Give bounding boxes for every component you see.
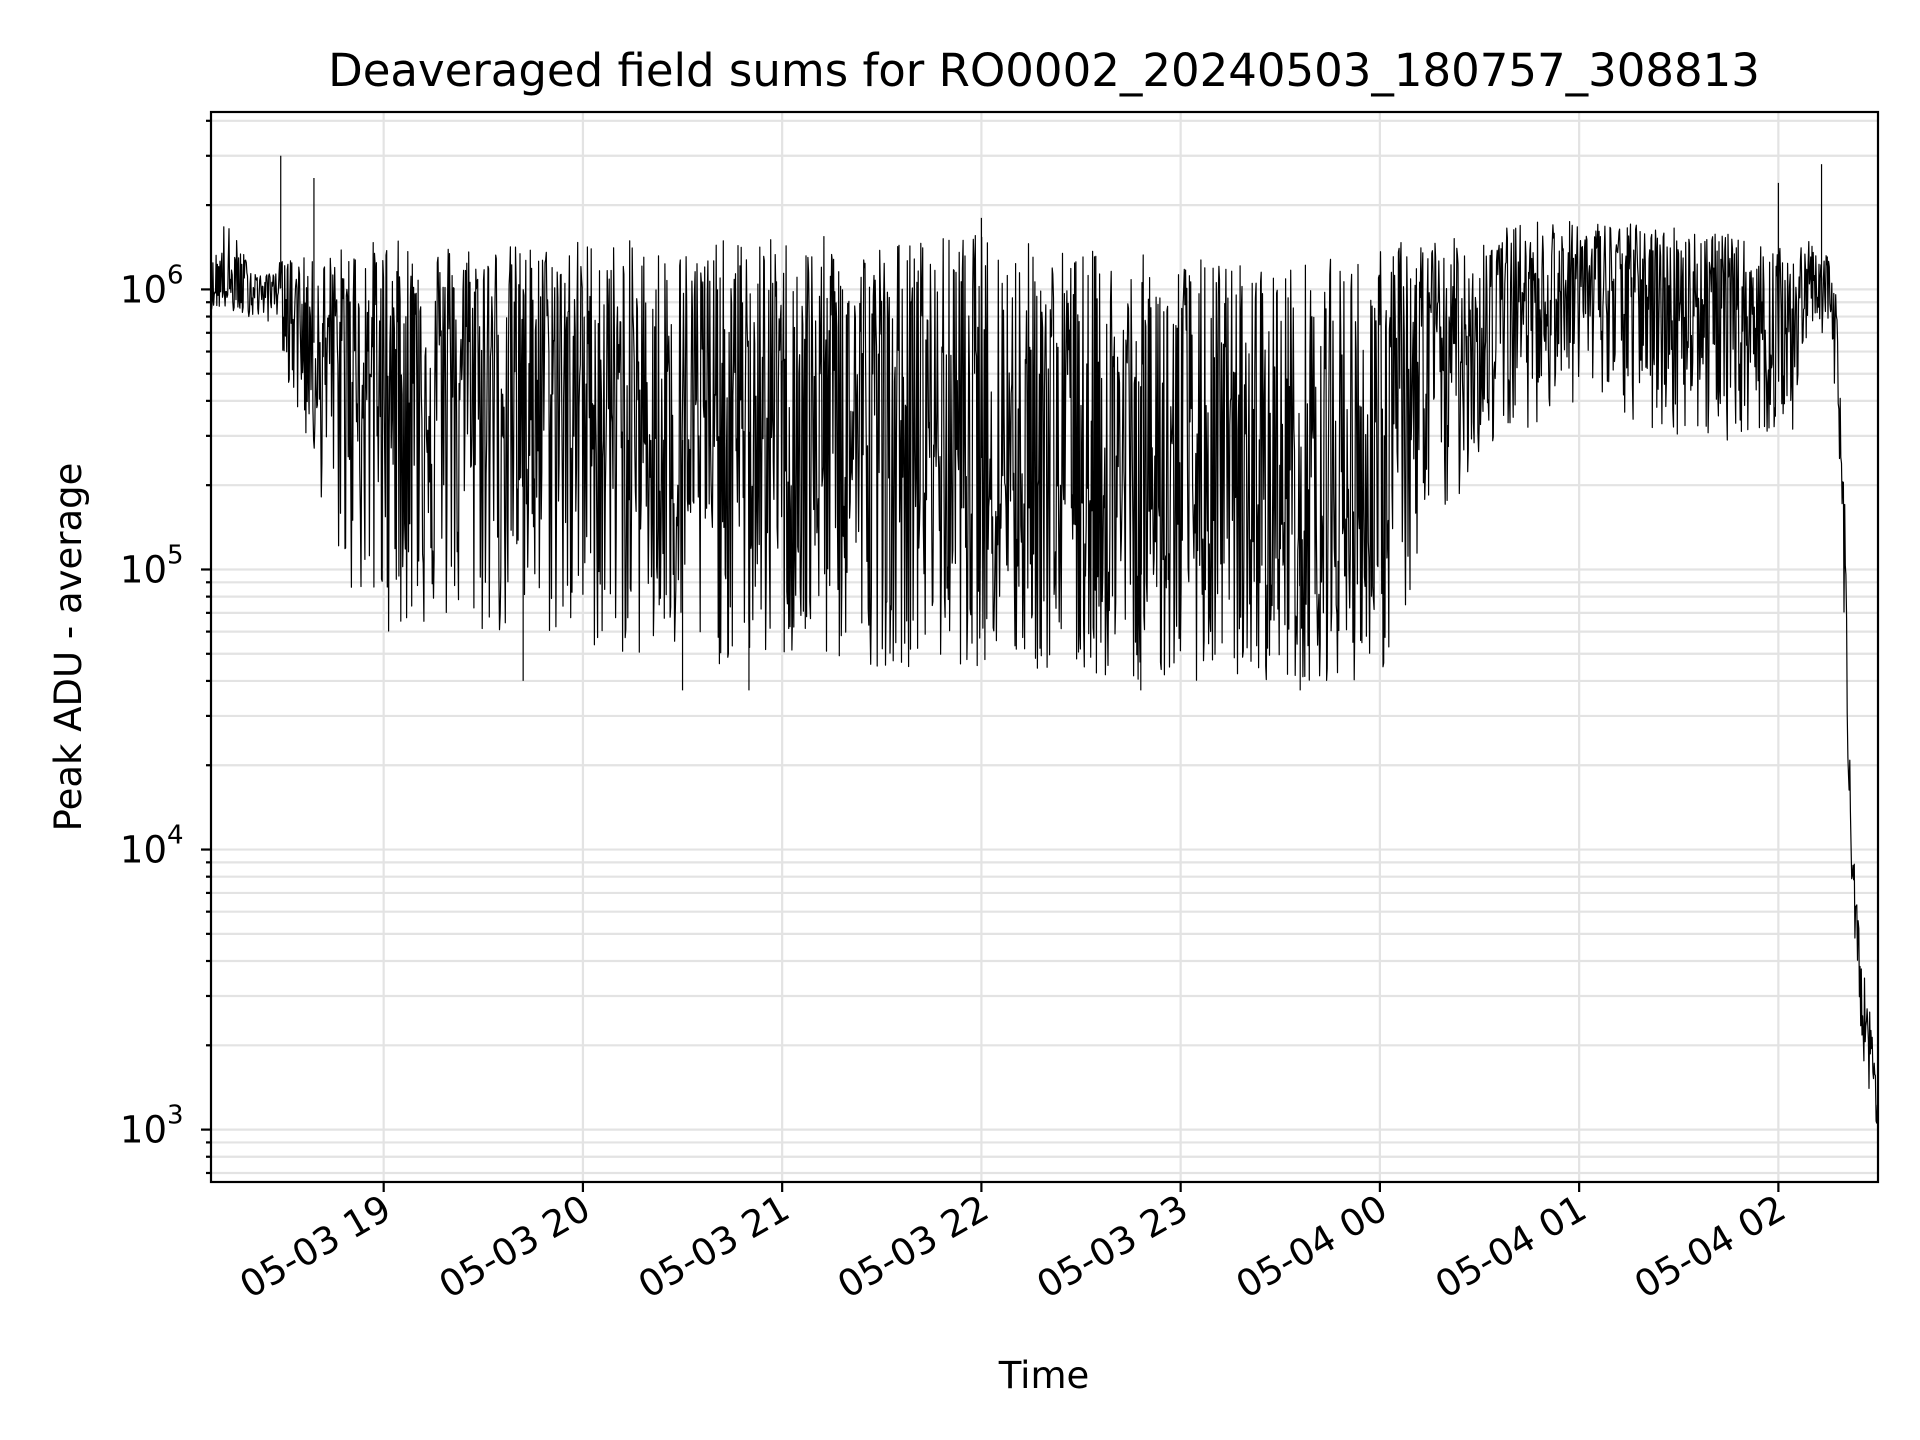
y-tick-label: 10 (120, 268, 167, 311)
plot-area (211, 155, 1878, 1126)
y-tick-base: 10 (120, 829, 167, 872)
y-tick-label: 10 (120, 1109, 167, 1152)
y-axis-label: Peak ADU - average (47, 463, 90, 832)
y-tick-base: 10 (120, 268, 167, 311)
y-tick-exponent: 4 (167, 821, 184, 851)
y-tick-base: 10 (120, 548, 167, 591)
y-tick-label: 10 (120, 548, 167, 591)
y-tick-label: 10 (120, 829, 167, 872)
y-tick-base: 10 (120, 1109, 167, 1152)
chart-title: Deaveraged field sums for RO0002_2024050… (328, 44, 1760, 97)
series-line (211, 221, 1878, 1126)
y-tick-exponent: 5 (167, 540, 184, 570)
y-tick-exponent: 3 (167, 1101, 184, 1131)
x-axis-label: Time (998, 1354, 1090, 1397)
y-tick-exponent: 6 (167, 260, 184, 290)
plot-frame (209, 110, 1880, 1184)
